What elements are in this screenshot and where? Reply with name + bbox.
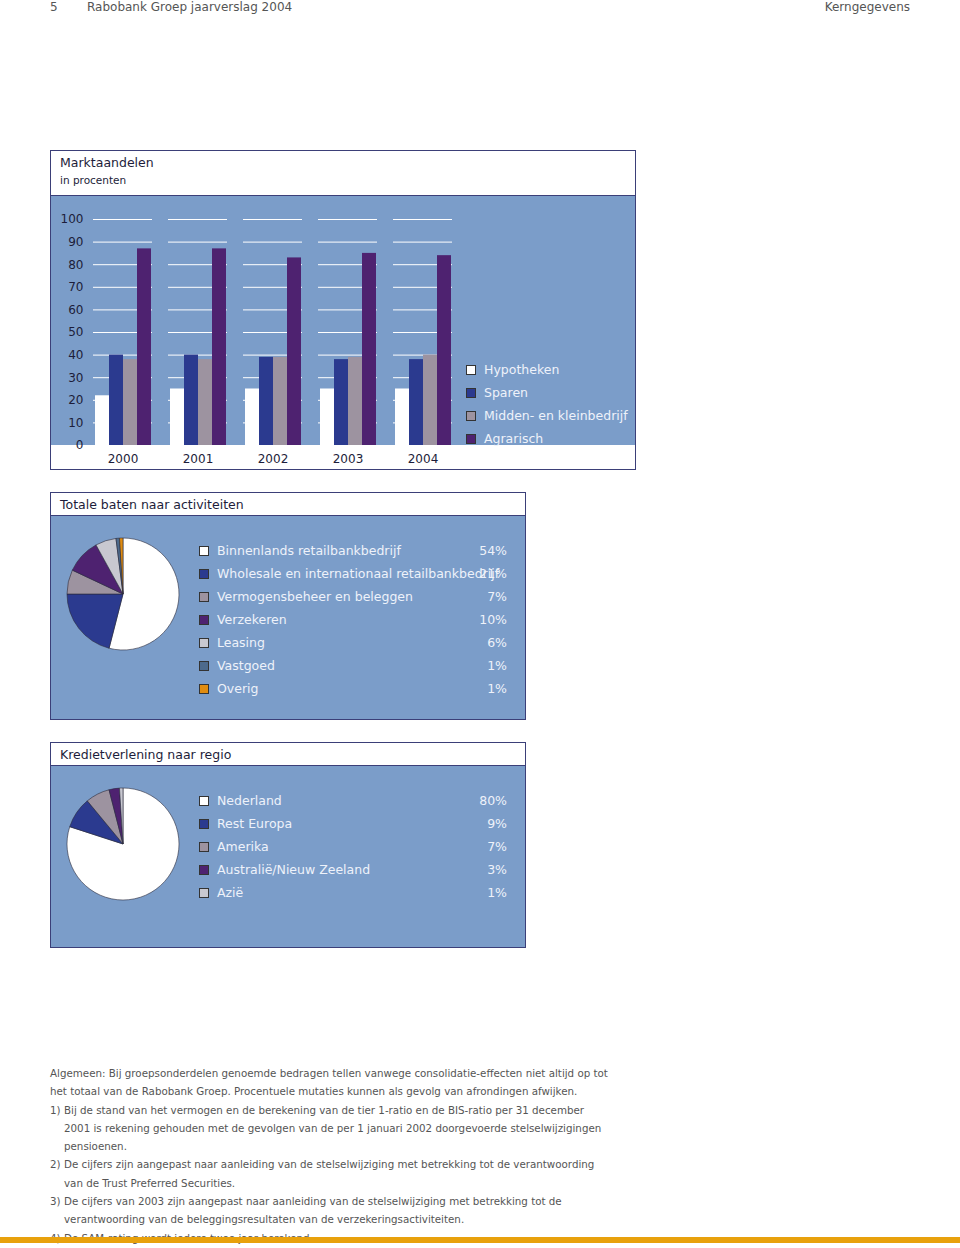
html-text:Azië: Azië (217, 885, 244, 900)
html-text:Totale baten naar activiteiten: Totale baten naar activiteiten (60, 497, 244, 512)
html-text:54%: 54% (479, 543, 507, 558)
html-text:9%: 9% (487, 816, 507, 831)
html-text:Agrarisch: Agrarisch (484, 431, 544, 446)
html-text:Nederland: Nederland (217, 793, 282, 808)
html-text:in procenten: in procenten (60, 174, 127, 186)
html-text:21%: 21% (479, 566, 507, 581)
html-text:Amerika: Amerika (217, 839, 269, 854)
svg-text:2004: 2004 (408, 452, 439, 466)
svg-text:100: 100 (61, 212, 84, 226)
svg-text:30: 30 (68, 371, 83, 385)
html-text:Rabobank Groep jaarverslag 200: Rabobank Groep jaarverslag 2004 (87, 0, 293, 14)
svg-text:2000: 2000 (108, 452, 139, 466)
html-text:Kerngegevens: Kerngegevens (824, 0, 910, 14)
html-text:Overig: Overig (217, 681, 259, 696)
html-text:Rest Europa: Rest Europa (217, 816, 293, 831)
svg-text:2003: 2003 (333, 452, 364, 466)
svg-text:20: 20 (68, 393, 83, 407)
html-text:Leasing: Leasing (217, 635, 265, 650)
html-text:Kredietverlening naar regio: Kredietverlening naar regio (60, 747, 232, 762)
svg-text:10: 10 (68, 416, 83, 430)
html-text:Binnenlands retailbankbedrijf: Binnenlands retailbankbedrijf (217, 543, 401, 558)
html-text:1%: 1% (487, 681, 507, 696)
html-text:Vermogensbeheer en beleggen: Vermogensbeheer en beleggen (217, 589, 413, 604)
html-text:Verzekeren: Verzekeren (217, 612, 287, 627)
html-text:3) De cijfers van 2003 zijn aa: 3) De cijfers van 2003 zijn aangepast na… (50, 1195, 562, 1226)
svg-text:2001: 2001 (183, 452, 214, 466)
html-text:7%: 7% (487, 839, 507, 854)
html-text:Sparen: Sparen (484, 385, 528, 400)
html-text:Hypotheken: Hypotheken (484, 362, 560, 377)
html-text:4) De SAM-rating wordt iedere: 4) De SAM-rating wordt iedere twee jaar … (50, 1231, 313, 1244)
svg-text:70: 70 (68, 280, 83, 294)
html-text:Australië/Nieuw Zeeland: Australië/Nieuw Zeeland (217, 862, 371, 877)
html-text:6%: 6% (487, 635, 507, 650)
html-text:5: 5 (50, 0, 58, 14)
svg-text:40: 40 (68, 348, 83, 362)
html-text:2) De cijfers zijn aangepast n: 2) De cijfers zijn aangepast naar aanlei… (50, 1158, 595, 1189)
html-text:Midden- en kleinbedrijf: Midden- en kleinbedrijf (484, 408, 628, 423)
svg-text:80: 80 (68, 258, 83, 272)
html-text:Marktaandelen: Marktaandelen (60, 155, 154, 170)
html-text:10%: 10% (479, 612, 507, 627)
html-text:Wholesale en internationaal re: Wholesale en internationaal retailbankbe… (217, 566, 500, 581)
svg-text:90: 90 (68, 235, 83, 249)
svg-text:0: 0 (76, 438, 84, 452)
html-text:80%: 80% (479, 793, 507, 808)
html-text:Vastgoed: Vastgoed (217, 658, 275, 673)
html-text:1%: 1% (487, 658, 507, 673)
html-text:7%: 7% (487, 589, 507, 604)
html-text:1) Bij de stand van het vermog: 1) Bij de stand van het vermogen en de b… (50, 1103, 602, 1153)
svg-text:50: 50 (68, 325, 83, 339)
html-text:3%: 3% (487, 862, 507, 877)
html-text:1%: 1% (487, 885, 507, 900)
html-text:Algemeen: Bij groepsonderdelen: Algemeen: Bij groepsonderdelen genoemde … (50, 1067, 608, 1098)
svg-text:2002: 2002 (258, 452, 289, 466)
svg-text:60: 60 (68, 303, 83, 317)
